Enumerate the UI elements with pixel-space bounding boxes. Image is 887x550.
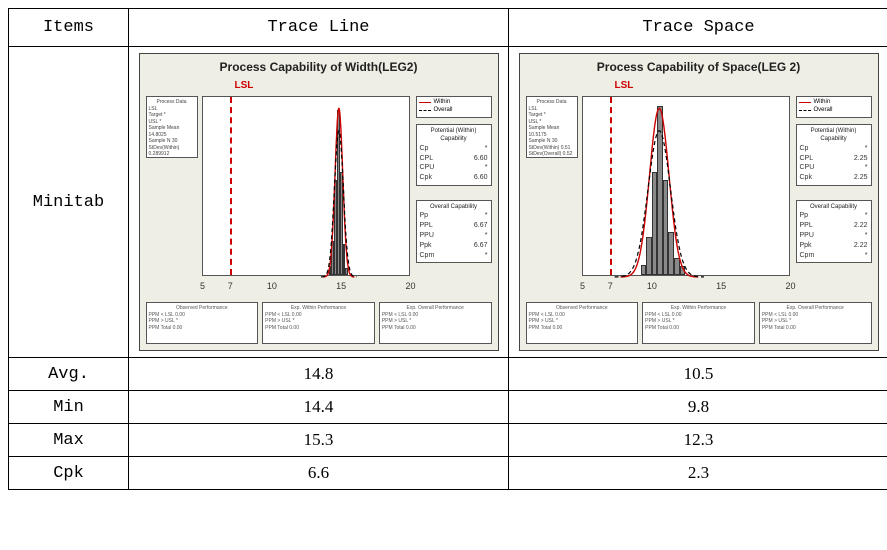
performance-box: Observed PerformancePPM < LSL 0.00PPM > … bbox=[146, 302, 259, 344]
header-trace-line: Trace Line bbox=[129, 9, 509, 47]
row-label: Avg. bbox=[9, 358, 129, 391]
row-label-minitab: Minitab bbox=[9, 47, 129, 358]
performance-box: Exp. Within PerformancePPM < LSL 0.00PPM… bbox=[642, 302, 755, 344]
x-tick: 10 bbox=[647, 281, 657, 291]
performance-box: Exp. Overall PerformancePPM < LSL 0.00PP… bbox=[379, 302, 492, 344]
x-tick: 7 bbox=[228, 281, 233, 291]
process-data-box: Process DataLSLTarget *USL *Sample Mean … bbox=[146, 96, 198, 158]
max-line: 15.3 bbox=[129, 424, 509, 457]
x-tick: 10 bbox=[267, 281, 277, 291]
row-avg: Avg. 14.8 10.5 bbox=[9, 358, 887, 391]
overall-capability-box: Overall CapabilityPp*PPL6.67PPU*Ppk6.67C… bbox=[416, 200, 492, 263]
capability-chart-width: Process Capability of Width(LEG2)LSL5710… bbox=[139, 53, 499, 351]
overall-capability-box: Overall CapabilityPp*PPL2.22PPU*Ppk2.22C… bbox=[796, 200, 872, 263]
header-trace-space: Trace Space bbox=[509, 9, 887, 47]
x-tick: 20 bbox=[785, 281, 795, 291]
chart-title: Process Capability of Space(LEG 2) bbox=[520, 60, 878, 74]
row-label: Min bbox=[9, 391, 129, 424]
header-row: Items Trace Line Trace Space bbox=[9, 9, 887, 47]
capability-chart-space: Process Capability of Space(LEG 2)LSL571… bbox=[519, 53, 879, 351]
min-space: 9.8 bbox=[509, 391, 887, 424]
potential-capability-box: Potential (Within) CapabilityCp*CPL6.60C… bbox=[416, 124, 492, 186]
x-tick: 7 bbox=[608, 281, 613, 291]
min-line: 14.4 bbox=[129, 391, 509, 424]
row-max: Max 15.3 12.3 bbox=[9, 424, 887, 457]
header-items: Items bbox=[9, 9, 129, 47]
x-tick: 5 bbox=[580, 281, 585, 291]
performance-boxes: Observed PerformancePPM < LSL 0.00PPM > … bbox=[526, 302, 872, 344]
minitab-chart-cell-line: Process Capability of Width(LEG2)LSL5710… bbox=[129, 47, 509, 358]
row-min: Min 14.4 9.8 bbox=[9, 391, 887, 424]
lsl-label: LSL bbox=[235, 80, 254, 91]
x-tick: 5 bbox=[200, 281, 205, 291]
performance-box: Exp. Within PerformancePPM < LSL 0.00PPM… bbox=[262, 302, 375, 344]
performance-box: Observed PerformancePPM < LSL 0.00PPM > … bbox=[526, 302, 639, 344]
capability-table: Items Trace Line Trace Space Minitab Pro… bbox=[8, 8, 887, 490]
potential-capability-box: Potential (Within) CapabilityCp*CPL2.25C… bbox=[796, 124, 872, 186]
lsl-label: LSL bbox=[615, 80, 634, 91]
row-cpk: Cpk 6.6 2.3 bbox=[9, 457, 887, 490]
avg-space: 10.5 bbox=[509, 358, 887, 391]
x-tick: 15 bbox=[716, 281, 726, 291]
fit-curves bbox=[583, 97, 791, 277]
cpk-line: 6.6 bbox=[129, 457, 509, 490]
avg-line: 14.8 bbox=[129, 358, 509, 391]
row-label: Max bbox=[9, 424, 129, 457]
performance-boxes: Observed PerformancePPM < LSL 0.00PPM > … bbox=[146, 302, 492, 344]
row-minitab: Minitab Process Capability of Width(LEG2… bbox=[9, 47, 887, 358]
process-data-box: Process DataLSLTarget *USL *Sample Mean … bbox=[526, 96, 578, 158]
performance-box: Exp. Overall PerformancePPM < LSL 0.00PP… bbox=[759, 302, 872, 344]
fit-curves bbox=[203, 97, 411, 277]
chart-legend: WithinOverall bbox=[416, 96, 492, 118]
minitab-chart-cell-space: Process Capability of Space(LEG 2)LSL571… bbox=[509, 47, 887, 358]
cpk-space: 2.3 bbox=[509, 457, 887, 490]
chart-legend: WithinOverall bbox=[796, 96, 872, 118]
x-tick: 20 bbox=[405, 281, 415, 291]
x-tick: 15 bbox=[336, 281, 346, 291]
chart-title: Process Capability of Width(LEG2) bbox=[140, 60, 498, 74]
plot-area: 57101520 bbox=[202, 96, 410, 276]
plot-area: 57101520 bbox=[582, 96, 790, 276]
max-space: 12.3 bbox=[509, 424, 887, 457]
row-label: Cpk bbox=[9, 457, 129, 490]
